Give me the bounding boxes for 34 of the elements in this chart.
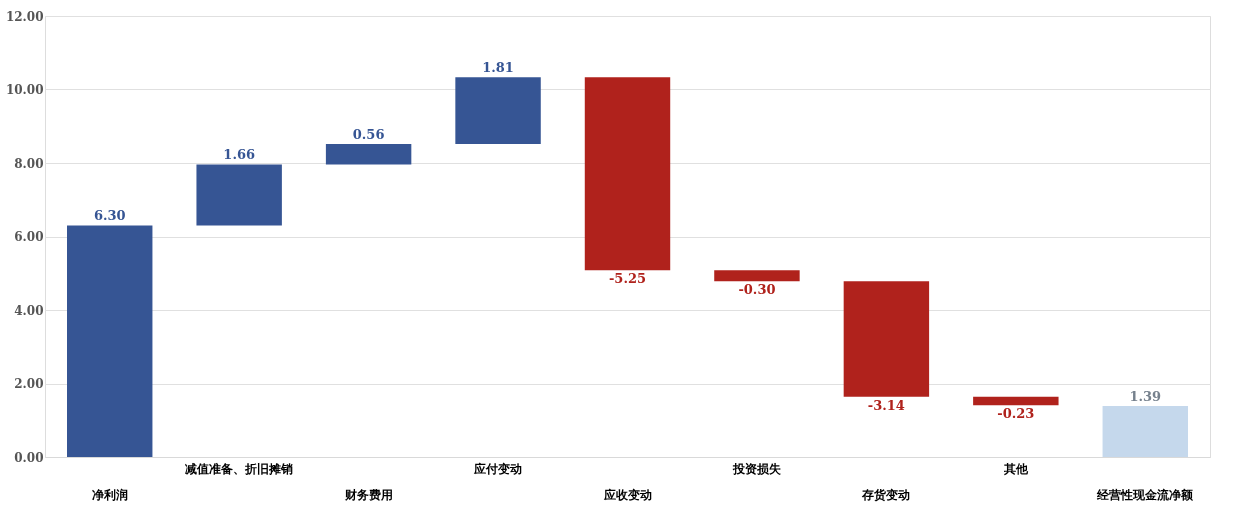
data-label: -3.14 [867,397,905,413]
data-label: 6.30 [93,208,126,224]
y-tick-label: 6.00 [14,230,44,244]
x-tick-label: 减值准备、折旧摊销 [185,461,294,476]
x-tick-label: 应付变动 [473,461,523,476]
bar [843,281,930,397]
x-tick-label: 存货变动 [861,487,911,502]
bar [584,77,671,271]
bar [973,396,1059,406]
x-tick-label: 投资损失 [731,461,782,476]
bar [714,270,800,282]
bar [196,164,282,226]
bar [325,143,412,165]
bar [455,77,541,144]
y-tick-label: 0.00 [14,450,44,465]
y-tick-label: 12.00 [5,9,44,24]
y-tick-label: 10.00 [5,83,44,97]
y-tick-label: 8.00 [14,156,44,171]
data-label: -0.23 [997,406,1035,422]
data-label: 1.81 [482,60,514,76]
x-tick-label: 财务费用 [343,487,393,502]
y-tick-label: 4.00 [14,303,44,318]
data-label: 0.56 [352,126,385,142]
x-tick-label: 经营性现金流净额 [1096,487,1195,502]
bar [1102,405,1188,457]
bar [67,225,153,457]
data-label: -5.25 [608,271,647,287]
data-label: -0.30 [738,282,776,298]
y-tick-label: 2.00 [14,377,44,391]
data-label: 1.39 [1129,388,1162,404]
x-tick-label: 应收变动 [602,487,652,502]
x-tick-label: 其他 [1002,461,1029,476]
data-label: 1.66 [223,147,255,163]
x-tick-label: 净利润 [91,487,128,502]
